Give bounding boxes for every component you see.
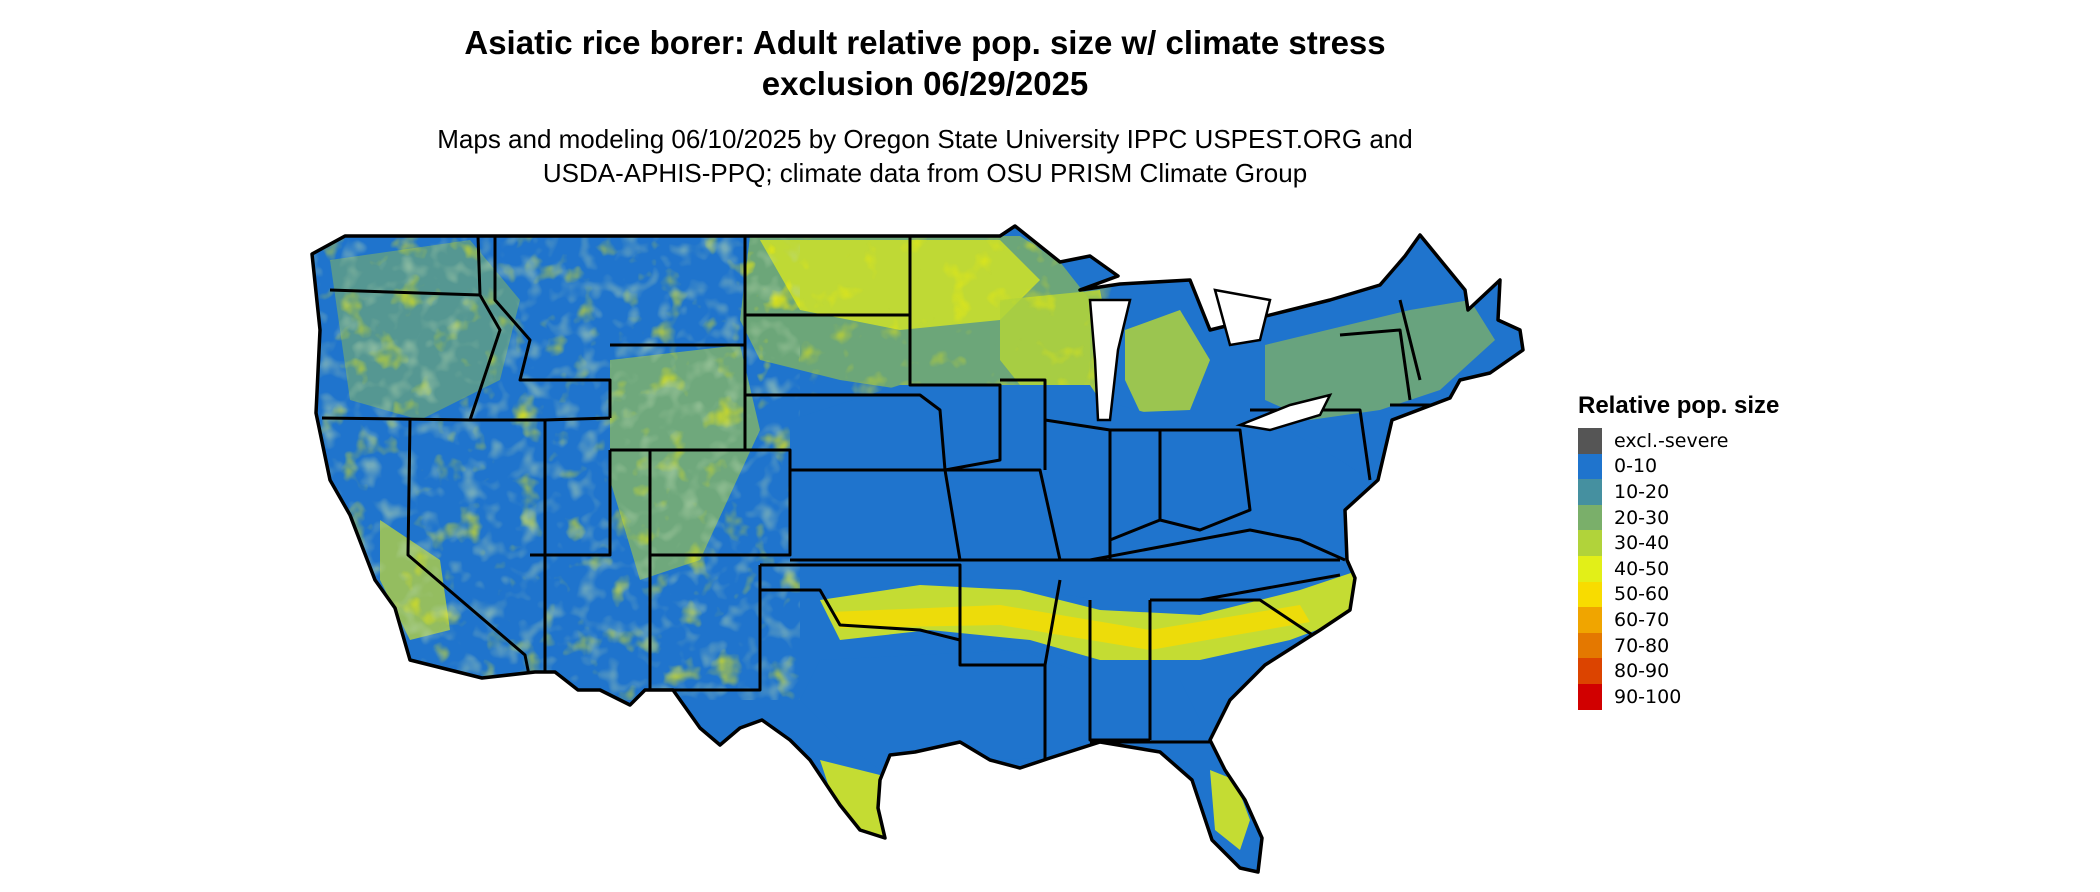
central-blue-region	[790, 385, 1370, 600]
legend-label: 60-70	[1614, 608, 1670, 631]
legend-swatch	[1578, 504, 1602, 531]
border-ny-vt	[1339, 328, 1412, 401]
patch-florida	[1210, 770, 1250, 850]
border-sd-ne	[745, 393, 947, 471]
border-nh-me	[1398, 299, 1422, 381]
border-ca-nv	[406, 419, 532, 681]
legend-label: 80-90	[1614, 660, 1670, 683]
legend-label: 10-20	[1614, 480, 1670, 503]
border-ia-il	[1000, 378, 1047, 470]
legend-swatch	[1578, 658, 1602, 684]
legend-item: 90-100	[1578, 683, 1779, 710]
border-nm	[648, 555, 762, 692]
legend-item: 80-90	[1578, 658, 1779, 684]
title-line-1: Asiatic rice borer: Adult relative pop. …	[464, 24, 1386, 61]
border-ms-al	[1088, 600, 1150, 742]
legend-title: Relative pop. size	[1578, 392, 1780, 419]
subtitle-line-1: Maps and modeling 06/10/2025 by Oregon S…	[437, 124, 1413, 154]
patch-texas-coast	[820, 760, 895, 850]
legend-swatch	[1578, 479, 1602, 505]
legend-items: excl.-severe 0-10 10-20 20-30 30-40 40-50 50-6…	[1578, 428, 1779, 710]
legend-swatch	[1578, 683, 1602, 710]
map-title: Asiatic rice borer: Adult relative pop. …	[0, 22, 1850, 104]
border-in	[1109, 428, 1162, 542]
border-mo	[945, 468, 1062, 562]
us-outline	[310, 224, 1525, 874]
border-mn-ia	[908, 236, 1002, 472]
legend-swatch	[1578, 607, 1602, 633]
legend-label: 0-10	[1614, 455, 1658, 478]
legend: Relative pop. size excl.-severe 0-10 10-20…	[1578, 392, 1779, 710]
border-ut	[530, 450, 612, 557]
border-id-mt-wy	[493, 236, 612, 418]
subtitle-line-2: USDA-APHIS-PPQ; climate data from OSU PR…	[542, 158, 1308, 188]
border-ar	[958, 565, 1062, 667]
legend-item: 60-70	[1578, 607, 1779, 633]
legend-swatch	[1578, 453, 1602, 480]
patch-northeast	[1265, 300, 1495, 420]
legend-swatch	[1578, 428, 1602, 454]
patch-southern-band	[820, 570, 1365, 660]
patch-southern-band-core	[830, 605, 1310, 650]
legend-label: 30-40	[1614, 532, 1670, 555]
legend-item: 10-20	[1578, 479, 1779, 505]
title-line-2: exclusion 06/29/2025	[761, 65, 1089, 102]
map-subtitle: Maps and modeling 06/10/2025 by Oregon S…	[0, 122, 1850, 190]
border-nc	[1199, 573, 1341, 602]
lake-huron	[1213, 288, 1272, 347]
legend-item: 50-60	[1578, 581, 1779, 608]
border-co	[648, 448, 792, 557]
legend-item: 30-40	[1578, 530, 1779, 556]
lake-michigan	[1088, 298, 1132, 422]
texture-overlays	[312, 230, 1120, 700]
border-or-ca-nv	[321, 416, 611, 422]
patch-michigan	[1125, 310, 1210, 412]
legend-label: 50-60	[1614, 583, 1670, 606]
legend-label: 70-80	[1614, 634, 1670, 657]
state-borders	[321, 235, 1470, 770]
legend-item: 0-10	[1578, 453, 1779, 480]
legend-swatch	[1578, 632, 1602, 659]
legend-item: 20-30	[1578, 504, 1779, 531]
border-ga-sc	[1150, 598, 1321, 642]
legend-label: excl.-severe	[1614, 429, 1729, 452]
legend-swatch	[1578, 530, 1602, 556]
legend-item: 40-50	[1578, 555, 1779, 582]
texture-west-green	[312, 230, 800, 700]
border-oh	[1159, 428, 1252, 532]
border-or-id	[468, 294, 502, 421]
legend-swatch	[1578, 555, 1602, 582]
legend-item: 70-80	[1578, 632, 1779, 659]
legend-label: 40-50	[1614, 557, 1670, 580]
map-fill-group	[312, 226, 1523, 872]
lake-erie	[1235, 393, 1333, 432]
legend-item: excl.-severe	[1578, 428, 1779, 454]
border-ne-ks	[790, 468, 962, 562]
legend-label: 90-100	[1614, 685, 1682, 708]
legend-swatch	[1578, 581, 1602, 608]
border-ky-va	[1089, 528, 1346, 562]
legend-label: 20-30	[1614, 506, 1670, 529]
